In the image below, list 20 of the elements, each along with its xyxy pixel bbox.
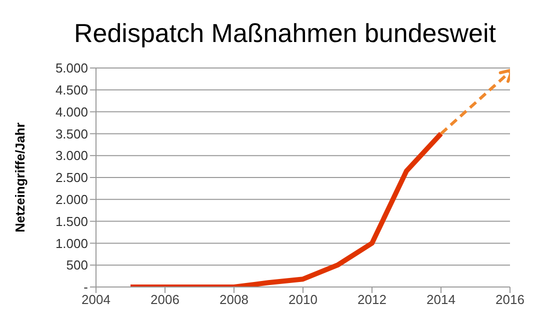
chart-title: Redispatch Maßnahmen bundesweit <box>72 17 498 50</box>
x-tick-label: 2014 <box>426 292 456 308</box>
y-tick-label: 2.500 <box>55 170 88 186</box>
x-tick-label: 2010 <box>288 292 318 308</box>
x-tick-label: 2004 <box>82 292 110 308</box>
y-tick-label: 1.000 <box>55 236 88 251</box>
y-tick-label: 3.000 <box>55 148 88 164</box>
y-tick-label: - <box>84 280 88 295</box>
y-tick-label: 500 <box>66 258 88 273</box>
x-tick-label: 2008 <box>220 292 248 308</box>
y-tick-label: 2.000 <box>55 192 88 208</box>
y-axis-title: Netzeingriffe/Jahr <box>12 122 28 232</box>
x-tick-label: 2012 <box>358 292 386 308</box>
y-tick-label: 4.500 <box>55 82 88 98</box>
x-tick-label: 2006 <box>150 292 180 308</box>
y-tick-label: 4.000 <box>55 104 88 120</box>
y-tick-label: 1.500 <box>55 214 88 229</box>
y-tick-label: 3.500 <box>55 126 88 142</box>
y-tick-label: 5.000 <box>55 60 88 76</box>
x-tick-label: 2016 <box>496 292 524 308</box>
